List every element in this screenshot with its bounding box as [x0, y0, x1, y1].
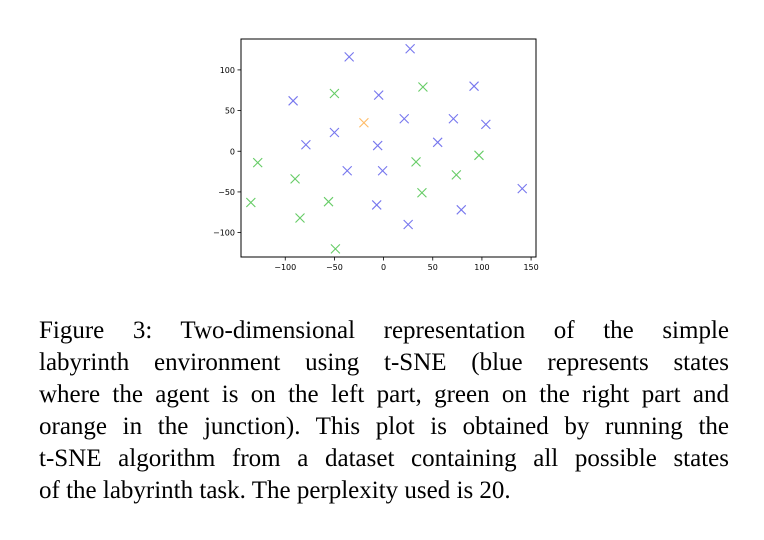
scatter-point	[371, 200, 382, 210]
y-tick-label: −100	[213, 229, 235, 238]
data-points	[245, 43, 528, 254]
scatter-point	[372, 140, 383, 151]
scatter-point	[252, 157, 263, 168]
x-tick-label: 50	[428, 263, 438, 272]
scatter-point	[344, 52, 355, 62]
scatter-point	[373, 90, 384, 101]
figure-caption: Figure 3: Two-dimensional representation…	[39, 315, 729, 507]
x-tick-label: −50	[326, 263, 343, 272]
scatter-point	[474, 150, 484, 161]
scatter-point	[418, 82, 428, 92]
scatter-point	[469, 81, 479, 92]
scatter-point	[301, 139, 311, 150]
scatter-point	[329, 88, 340, 99]
y-tick-label: 0	[230, 147, 235, 156]
x-tick-label: −100	[274, 263, 296, 272]
x-axis-ticks: −100 −50 0 50 100 150	[274, 257, 539, 272]
scatter-point	[411, 156, 421, 167]
scatter-point	[295, 213, 305, 223]
scatter-point	[451, 169, 462, 180]
scatter-point	[480, 119, 491, 130]
scatter-point	[448, 113, 459, 124]
scatter-point	[456, 204, 467, 215]
caption-line: t-SNE algorithm from a dataset containin…	[39, 445, 729, 472]
x-tick-label: 150	[523, 263, 538, 272]
caption-line: labyrinth environment using t-SNE (blue …	[39, 349, 729, 376]
scatter-point	[288, 95, 299, 106]
scatter-plot-svg: −100 −50 0 50 100 150 100 50 0 −50 −100	[213, 38, 539, 272]
scatter-point	[405, 43, 416, 54]
scatter-point	[342, 165, 353, 176]
caption-line: Figure 3: Two-dimensional representation…	[39, 317, 729, 344]
y-tick-label: 100	[220, 66, 235, 75]
scatter-point	[403, 219, 414, 230]
x-tick-label: 100	[474, 263, 489, 272]
scatter-point	[517, 183, 528, 194]
scatter-point	[245, 197, 256, 208]
scatter-point	[377, 165, 388, 176]
scatter-point	[290, 174, 300, 184]
scatter-point	[359, 117, 369, 128]
y-axis-ticks: 100 50 0 −50 −100	[213, 66, 241, 238]
scatter-point	[323, 196, 334, 207]
caption-line: orange in the junction). This plot is ob…	[39, 413, 729, 440]
caption-line: where the agent is on the left part, gre…	[39, 381, 729, 408]
scatter-point	[329, 127, 340, 138]
scatter-point	[399, 113, 410, 124]
caption-line: of the labyrinth task. The perplexity us…	[39, 477, 511, 504]
scatter-point	[330, 243, 341, 254]
x-tick-label: 0	[381, 263, 386, 272]
scatter-point	[417, 187, 427, 198]
scatter-point	[432, 137, 443, 148]
y-tick-label: −50	[218, 188, 235, 197]
tsne-scatter-chart: −100 −50 0 50 100 150 100 50 0 −50 −100	[213, 38, 539, 272]
y-tick-label: 50	[225, 107, 235, 116]
plot-area-frame	[240, 38, 537, 258]
